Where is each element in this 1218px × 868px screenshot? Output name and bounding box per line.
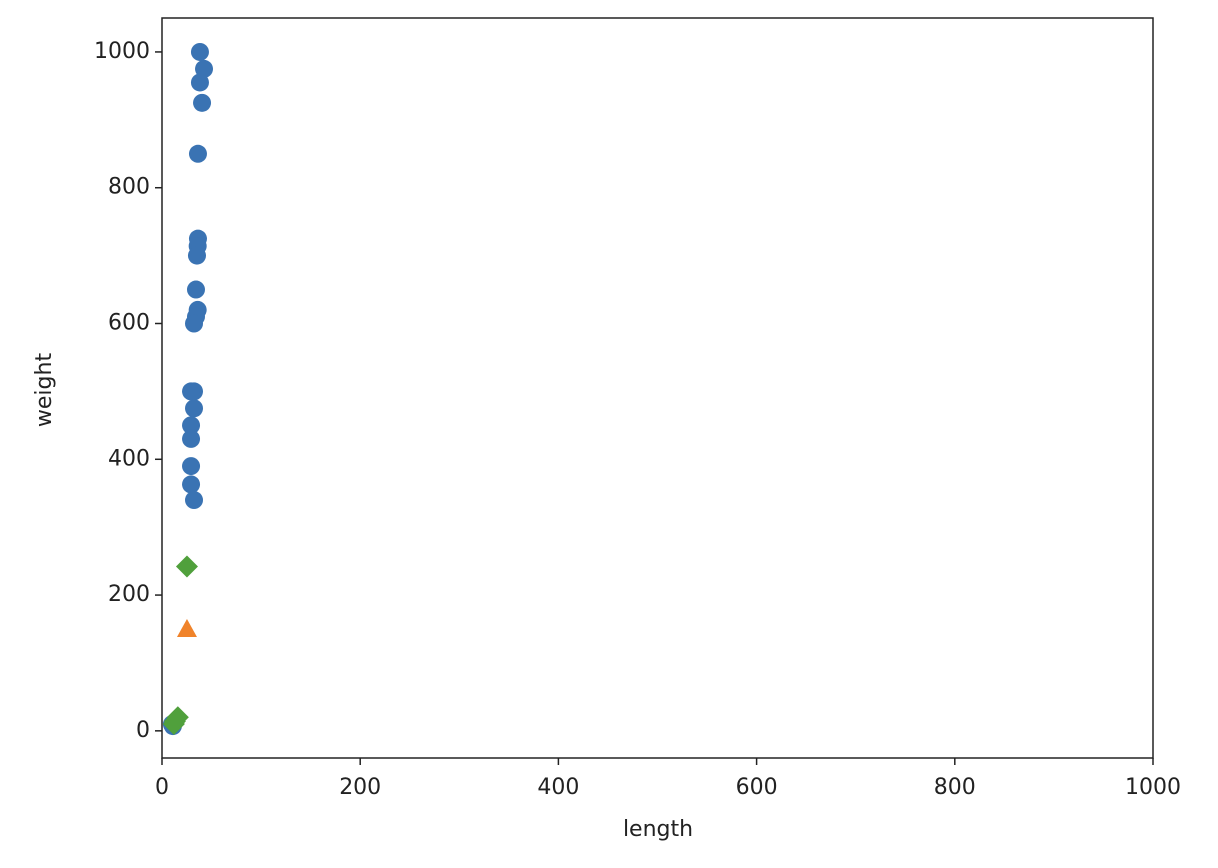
point bbox=[188, 144, 207, 163]
point bbox=[185, 399, 204, 418]
y-tick-label: 400 bbox=[108, 446, 150, 471]
x-tick-label: 800 bbox=[934, 775, 976, 800]
point bbox=[193, 93, 212, 112]
y-tick-label: 200 bbox=[108, 582, 150, 607]
point bbox=[162, 713, 185, 736]
point bbox=[175, 555, 198, 578]
point bbox=[190, 73, 209, 92]
point bbox=[182, 475, 201, 494]
x-axis-label: length bbox=[623, 817, 693, 842]
x-tick-label: 600 bbox=[736, 775, 778, 800]
point bbox=[185, 314, 204, 333]
x-tick-label: 1000 bbox=[1125, 775, 1181, 800]
y-tick-label: 1000 bbox=[94, 39, 150, 64]
point bbox=[185, 491, 204, 510]
y-axis-label: weight bbox=[32, 353, 57, 428]
point bbox=[182, 429, 201, 448]
x-tick-label: 200 bbox=[339, 775, 381, 800]
y-tick-label: 0 bbox=[136, 718, 150, 743]
y-tick-label: 600 bbox=[108, 311, 150, 336]
point bbox=[190, 42, 209, 61]
x-tick-label: 400 bbox=[537, 775, 579, 800]
point bbox=[182, 457, 201, 476]
point bbox=[195, 59, 214, 78]
point bbox=[186, 280, 205, 299]
point bbox=[182, 382, 201, 401]
y-tick-label: 800 bbox=[108, 175, 150, 200]
point bbox=[187, 246, 206, 265]
point bbox=[176, 619, 197, 638]
point bbox=[182, 416, 201, 435]
x-tick-label: 0 bbox=[155, 775, 169, 800]
plot-frame bbox=[161, 17, 1154, 759]
